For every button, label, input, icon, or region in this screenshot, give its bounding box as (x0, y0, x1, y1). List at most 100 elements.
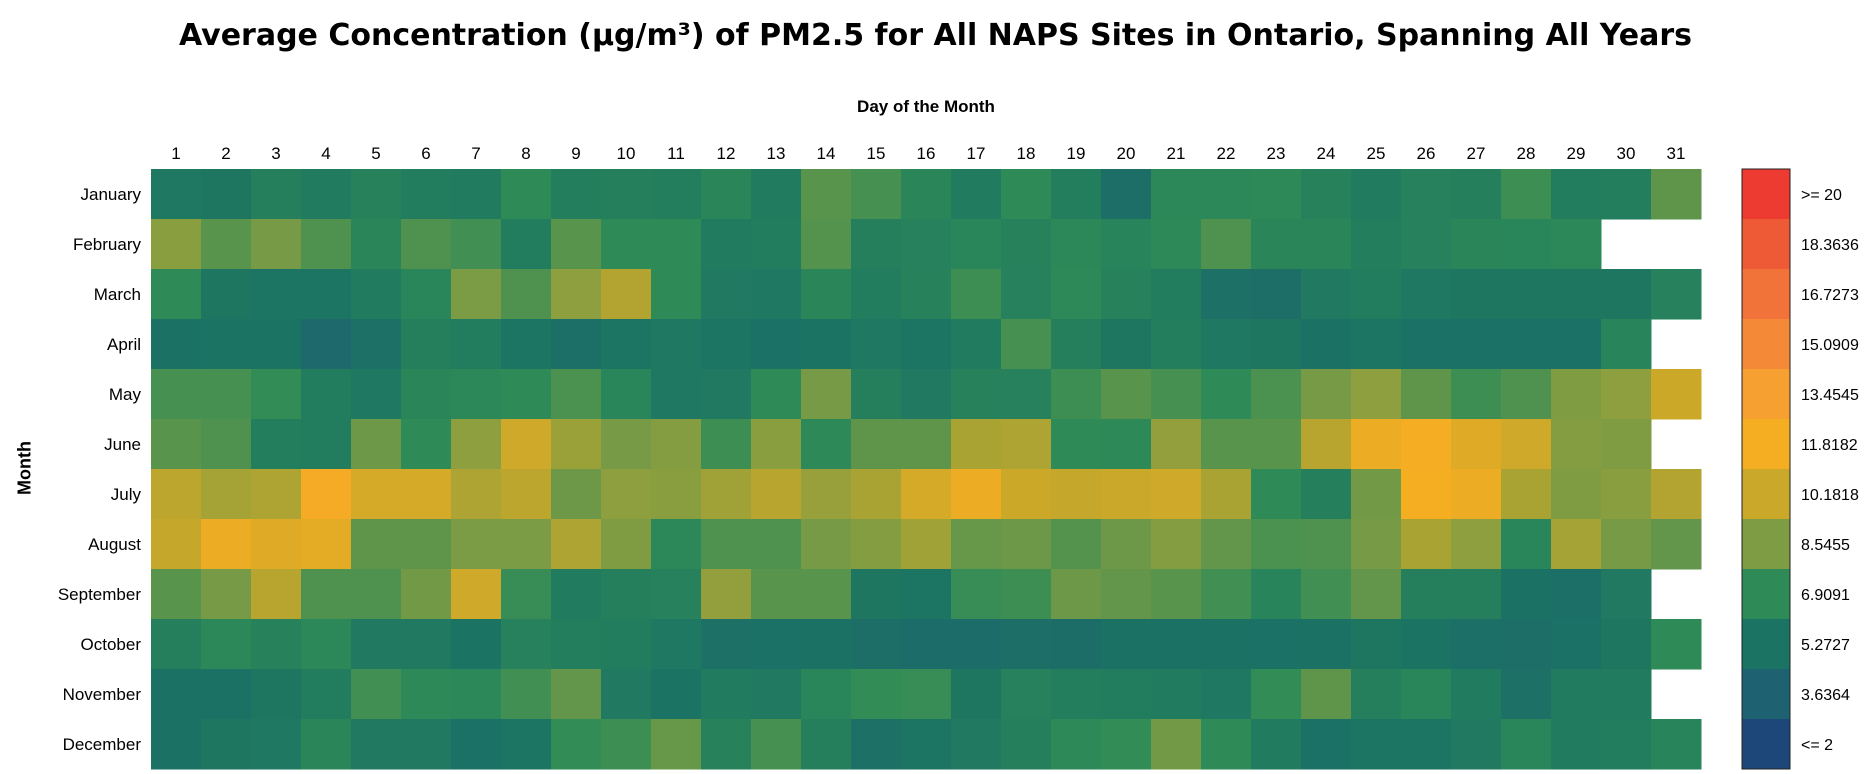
color-legend: >= 20 18.3636 16.7273 15.0909 13.4545 11.8182… (1741, 168, 1859, 770)
heatmap-cell (1601, 569, 1652, 620)
heatmap-cell (301, 319, 352, 370)
x-tick-label: 19 (1067, 144, 1086, 163)
heatmap-cell (1451, 219, 1502, 270)
x-tick-label: 11 (667, 144, 685, 163)
heatmap-cell (1101, 419, 1152, 470)
heatmap-cell (801, 319, 852, 370)
heatmap-cell (1151, 619, 1202, 670)
legend-label: 6.9091 (1801, 587, 1850, 604)
x-tick-label: 18 (1017, 144, 1036, 163)
heatmap-cell (201, 369, 252, 420)
heatmap-cell (351, 469, 402, 520)
heatmap-cell (451, 219, 502, 270)
heatmap-cell (501, 719, 552, 770)
heatmap-cell (1051, 219, 1102, 270)
heatmap-cell (601, 719, 652, 770)
heatmap-cell (251, 369, 302, 420)
heatmap-cell (1051, 469, 1102, 520)
heatmap-cell (1501, 269, 1552, 320)
heatmap-cell (1051, 269, 1102, 320)
heatmap-cell (501, 219, 552, 270)
heatmap-cell (1251, 319, 1302, 370)
heatmap-cell (1601, 319, 1652, 370)
heatmap-cell (151, 569, 202, 620)
heatmap-cell (1201, 369, 1252, 420)
heatmap-cell (501, 419, 552, 470)
heatmap-cell (351, 269, 402, 320)
heatmap-cell (401, 719, 452, 770)
heatmap-cell (1251, 169, 1302, 220)
heatmap-cell (1251, 669, 1302, 720)
y-tick-label: January (81, 185, 142, 204)
heatmap-cell (251, 319, 302, 370)
legend-swatch (1742, 169, 1790, 220)
heatmap-cell (1301, 269, 1352, 320)
heatmap-cell (201, 469, 252, 520)
heatmap-cell (651, 519, 702, 570)
heatmap-cell (801, 419, 852, 470)
heatmap-cell (201, 519, 252, 570)
heatmap-cell (801, 669, 852, 720)
heatmap-cell (851, 369, 902, 420)
heatmap-cell (1501, 169, 1552, 220)
heatmap-cell (1251, 219, 1302, 270)
heatmap-cell (1051, 569, 1102, 620)
heatmap-cell (901, 619, 952, 670)
heatmap-cell (851, 269, 902, 320)
heatmap-cell (1501, 569, 1552, 620)
heatmap-cell (501, 169, 552, 220)
heatmap-cell (301, 169, 352, 220)
heatmap-cell (451, 169, 502, 220)
legend-label: 16.7273 (1801, 287, 1859, 304)
heatmap-cell (851, 569, 902, 620)
heatmap-cell (151, 519, 202, 570)
heatmap-cell (1551, 169, 1602, 220)
heatmap-cell (251, 619, 302, 670)
heatmap-cell (1101, 169, 1152, 220)
x-tick-label: 15 (867, 144, 886, 163)
heatmap-cell (1651, 169, 1702, 220)
y-tick-label: December (63, 735, 142, 754)
heatmap-cell (701, 319, 752, 370)
heatmap-cell (901, 669, 952, 720)
heatmap-cell (1451, 369, 1502, 420)
legend-label: 15.0909 (1801, 337, 1859, 354)
x-tick-label: 22 (1217, 144, 1236, 163)
heatmap-cell (601, 319, 652, 370)
heatmap-cell (301, 469, 352, 520)
heatmap-cell (1201, 319, 1252, 370)
heatmap-cell (1101, 619, 1152, 670)
heatmap-cell (851, 469, 902, 520)
heatmap-cell (901, 719, 952, 770)
heatmap-cell (501, 569, 552, 620)
heatmap-cell (851, 519, 902, 570)
heatmap-cell (1051, 669, 1102, 720)
heatmap-cell (701, 469, 752, 520)
heatmap-cell (951, 369, 1002, 420)
heatmap-cell (351, 719, 402, 770)
heatmap-cell (1601, 419, 1652, 470)
heatmap-cell (651, 569, 702, 620)
heatmap-cell (601, 169, 652, 220)
legend-swatch (1742, 419, 1790, 470)
heatmap-cell (151, 169, 202, 220)
heatmap-cell (851, 419, 902, 470)
heatmap-cell (951, 719, 1002, 770)
y-tick-label: July (111, 485, 142, 504)
heatmap-cell (751, 569, 802, 620)
heatmap-cell (1301, 519, 1352, 570)
heatmap-cell (1451, 319, 1502, 370)
heatmap-cell (1551, 719, 1602, 770)
heatmap-cell (1151, 719, 1202, 770)
heatmap-cell (401, 319, 452, 370)
x-tick-label: 10 (617, 144, 636, 163)
heatmap-cell (451, 519, 502, 570)
legend-label: 10.1818 (1801, 487, 1859, 504)
heatmap-cell (651, 269, 702, 320)
heatmap-cell (1351, 369, 1402, 420)
x-tick-label: 9 (571, 144, 580, 163)
heatmap-cell (251, 219, 302, 270)
x-tick-label: 13 (767, 144, 786, 163)
heatmap-cell (1601, 619, 1652, 670)
heatmap-cell (701, 169, 752, 220)
